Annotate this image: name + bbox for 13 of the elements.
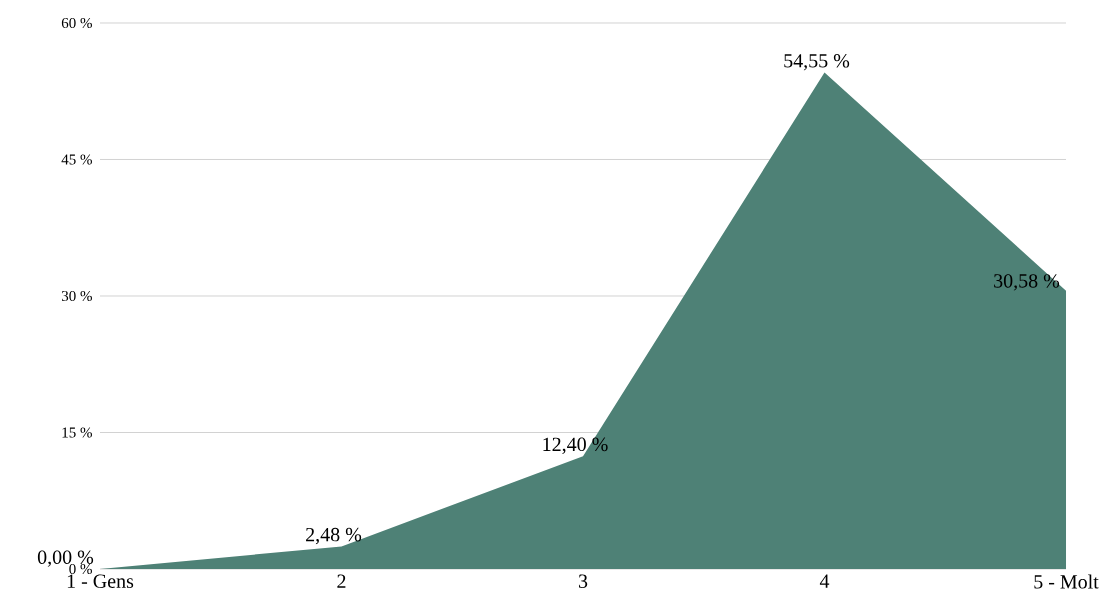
data-label: 2,48 % — [306, 527, 362, 545]
x-tick-label: 5 - Molt — [1034, 574, 1099, 589]
x-tick-label: 4 — [819, 574, 830, 588]
data-label: 54,55 % — [784, 54, 850, 71]
x-tick-label: 1 - Gens — [67, 574, 134, 588]
data-label: 30,58 % — [994, 274, 1060, 291]
y-tick-label: 45 % — [61, 154, 92, 165]
y-tick-label: 30 % — [61, 290, 92, 302]
y-tick-label: 60 % — [61, 17, 92, 29]
x-tick-label: 3 — [578, 574, 588, 588]
data-label: 12,40 % — [543, 437, 608, 454]
x-tick-label: 2 — [337, 574, 346, 588]
y-tick-label: 15 % — [62, 427, 92, 438]
